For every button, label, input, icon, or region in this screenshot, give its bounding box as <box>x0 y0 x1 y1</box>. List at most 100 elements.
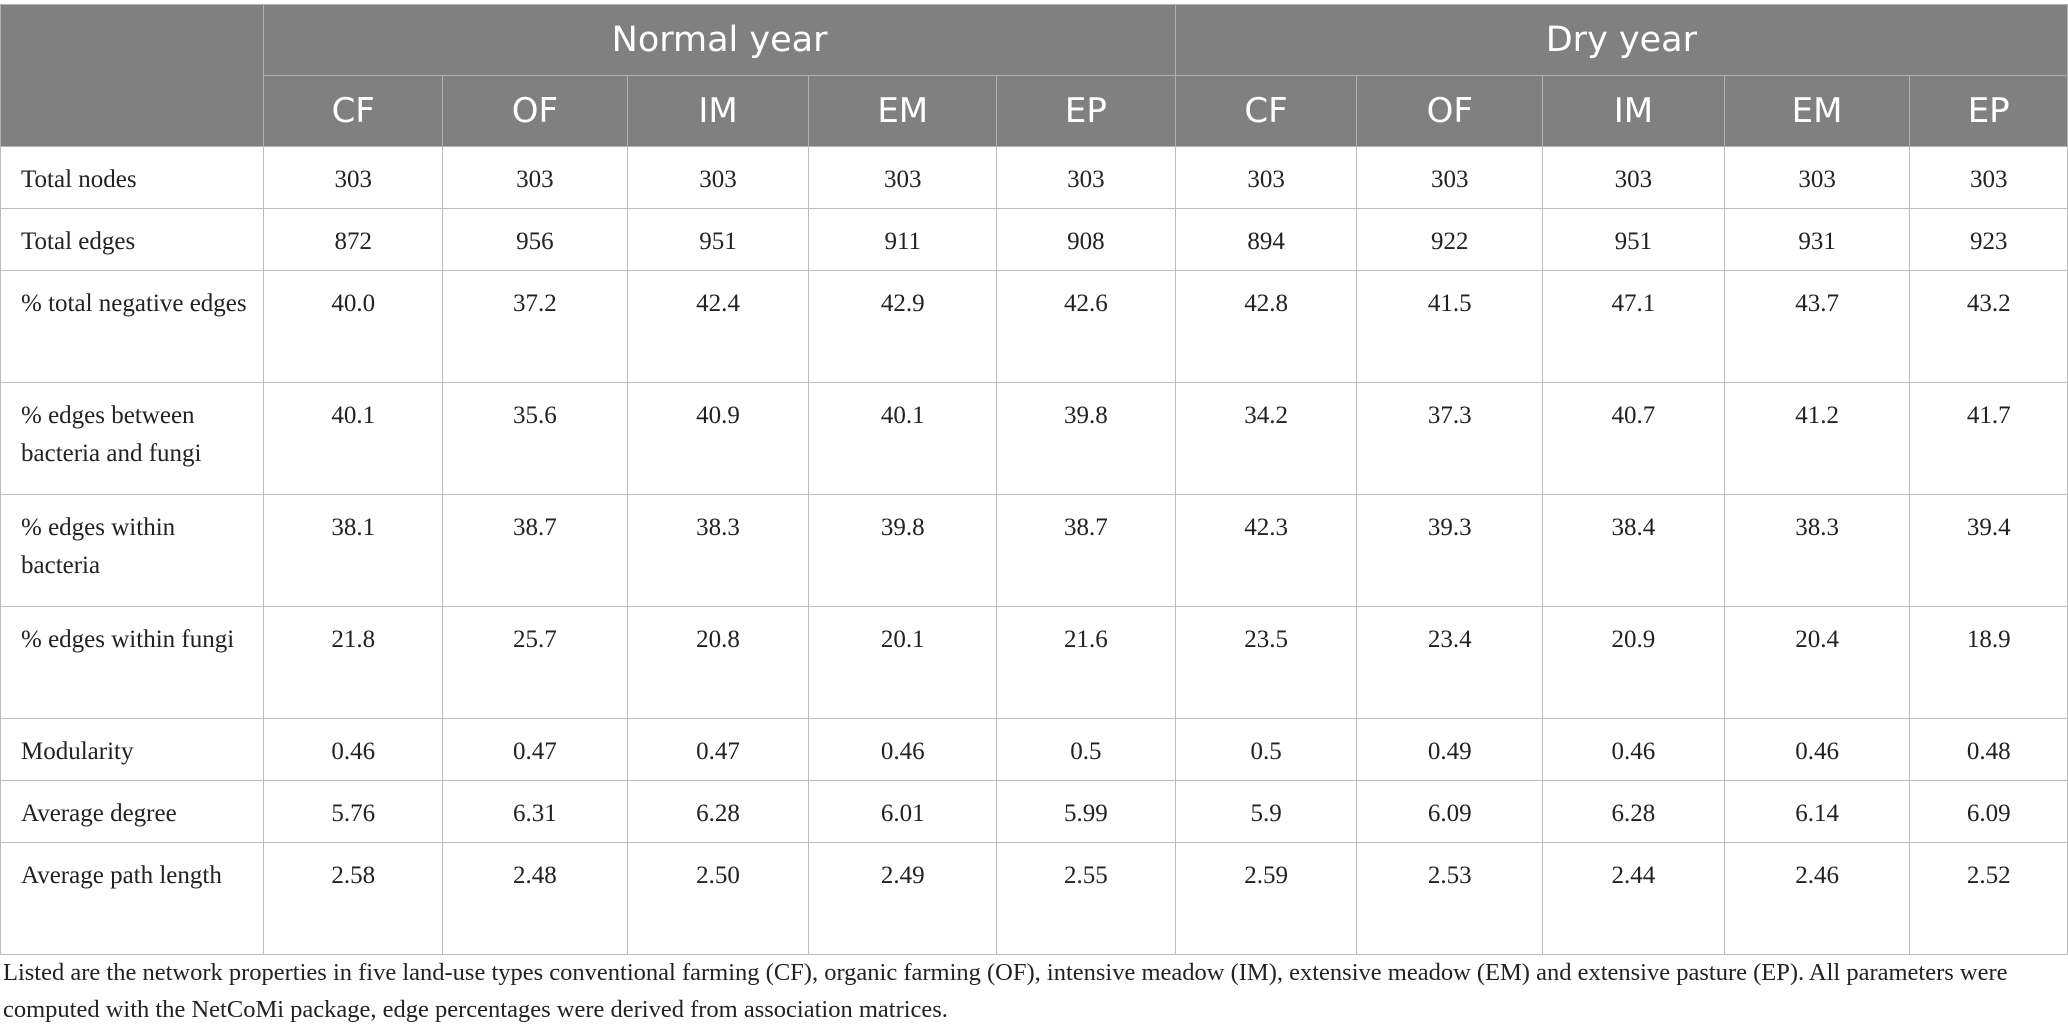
table-footnote: Listed are the network properties in fiv… <box>3 959 2008 1023</box>
table-cell: 908 <box>996 208 1176 271</box>
table-cell: 6.14 <box>1723 780 1911 843</box>
table-cell: 39.4 <box>1909 494 2068 607</box>
table-cell: 23.5 <box>1174 606 1358 719</box>
table-cell: 303 <box>1174 146 1358 209</box>
table-cell: 931 <box>1723 208 1911 271</box>
table-cell: 951 <box>626 208 810 271</box>
table-cell: 2.58 <box>263 842 444 955</box>
table-row: Average degree 5.76 6.31 6.28 6.01 5.99 … <box>0 780 2068 843</box>
table-cell: 6.09 <box>1356 780 1544 843</box>
column-header: EM <box>808 75 998 147</box>
table-cell: 0.5 <box>1174 718 1358 781</box>
table-cell: 39.8 <box>996 382 1176 495</box>
column-header: CF <box>263 75 444 147</box>
column-header: IM <box>626 75 810 147</box>
table-cell: 872 <box>263 208 444 271</box>
column-header: IM <box>1542 75 1725 147</box>
table-cell: 37.2 <box>442 270 628 383</box>
table-cell: 0.46 <box>1723 718 1911 781</box>
table-cell: 303 <box>996 146 1176 209</box>
table-cell: 38.3 <box>626 494 810 607</box>
table-cell: 2.49 <box>808 842 998 955</box>
table-cell: 303 <box>808 146 998 209</box>
table-cell: 923 <box>1909 208 2068 271</box>
table-row: % edges within bacteria 38.1 38.7 38.3 3… <box>0 494 2068 607</box>
table-cell: 6.28 <box>626 780 810 843</box>
table-cell: 38.7 <box>996 494 1176 607</box>
table-cell: 40.7 <box>1542 382 1725 495</box>
table-cell: 0.46 <box>1542 718 1725 781</box>
column-header: OF <box>1356 75 1544 147</box>
group-header-row: Normal year Dry year <box>0 4 2068 147</box>
table-row: Total edges 872 956 951 911 908 894 922 … <box>0 208 2068 271</box>
table-cell: 5.9 <box>1174 780 1358 843</box>
table-cell: 303 <box>1542 146 1725 209</box>
table-cell: 42.8 <box>1174 270 1358 383</box>
table-row: Modularity 0.46 0.47 0.47 0.46 0.5 0.5 0… <box>0 718 2068 781</box>
column-header-row: CF OF IM EM EP CF OF IM EM EP <box>1 75 2068 147</box>
table-cell: 18.9 <box>1909 606 2068 719</box>
table-cell: 2.59 <box>1174 842 1358 955</box>
table-cell: 40.0 <box>263 270 444 383</box>
table-row: % total negative edges 40.0 37.2 42.4 42… <box>0 270 2068 383</box>
table-cell: 42.4 <box>626 270 810 383</box>
table-cell: 0.46 <box>808 718 998 781</box>
row-label: % total negative edges <box>0 270 265 383</box>
table-cell: 43.7 <box>1723 270 1911 383</box>
table-cell: 25.7 <box>442 606 628 719</box>
row-label: Total edges <box>0 208 265 271</box>
table-cell: 38.4 <box>1542 494 1725 607</box>
table-cell: 6.31 <box>442 780 628 843</box>
table-cell: 2.48 <box>442 842 628 955</box>
table-cell: 40.1 <box>808 382 998 495</box>
row-label: Average degree <box>0 780 265 843</box>
table-cell: 951 <box>1542 208 1725 271</box>
table-cell: 42.6 <box>996 270 1176 383</box>
table-cell: 6.28 <box>1542 780 1725 843</box>
table-cell: 2.44 <box>1542 842 1725 955</box>
table-cell: 41.5 <box>1356 270 1544 383</box>
table-cell: 0.46 <box>263 718 444 781</box>
table-cell: 2.50 <box>626 842 810 955</box>
table-cell: 0.5 <box>996 718 1176 781</box>
table-cell: 303 <box>626 146 810 209</box>
table-cell: 5.99 <box>996 780 1176 843</box>
table-row: Average path length 2.58 2.48 2.50 2.49 … <box>0 842 2068 955</box>
table-cell: 20.9 <box>1542 606 1725 719</box>
table-cell: 38.3 <box>1723 494 1911 607</box>
table-cell: 37.3 <box>1356 382 1544 495</box>
table-cell: 911 <box>808 208 998 271</box>
group-header-normal-year: Normal year <box>263 4 1176 76</box>
table-cell: 42.3 <box>1174 494 1358 607</box>
table-cell: 2.55 <box>996 842 1176 955</box>
table-cell: 0.47 <box>626 718 810 781</box>
table-cell: 2.53 <box>1356 842 1544 955</box>
table-cell: 38.7 <box>442 494 628 607</box>
table-cell: 20.8 <box>626 606 810 719</box>
table-cell: 303 <box>1356 146 1544 209</box>
table-cell: 41.2 <box>1723 382 1911 495</box>
table-cell: 6.01 <box>808 780 998 843</box>
table-cell: 303 <box>442 146 628 209</box>
column-header: EP <box>1909 75 2068 147</box>
table-row: % edges within fungi 21.8 25.7 20.8 20.1… <box>0 606 2068 719</box>
table-cell: 0.49 <box>1356 718 1544 781</box>
table-cell: 21.6 <box>996 606 1176 719</box>
column-header: EM <box>1723 75 1911 147</box>
table-cell: 922 <box>1356 208 1544 271</box>
column-header: OF <box>442 75 628 147</box>
table-cell: 2.46 <box>1723 842 1911 955</box>
table-cell: 894 <box>1174 208 1358 271</box>
table-cell: 303 <box>1723 146 1911 209</box>
row-label: Total nodes <box>0 146 265 209</box>
group-header-dry-year: Dry year <box>1174 4 2068 76</box>
table-cell: 42.9 <box>808 270 998 383</box>
table-row: Total nodes 303 303 303 303 303 303 303 … <box>0 146 2068 209</box>
table-cell: 40.9 <box>626 382 810 495</box>
row-label: % edges within fungi <box>0 606 265 719</box>
table-cell: 34.2 <box>1174 382 1358 495</box>
corner-header-cell <box>0 4 265 147</box>
table-cell: 20.4 <box>1723 606 1911 719</box>
table-cell: 956 <box>442 208 628 271</box>
table-cell: 39.8 <box>808 494 998 607</box>
